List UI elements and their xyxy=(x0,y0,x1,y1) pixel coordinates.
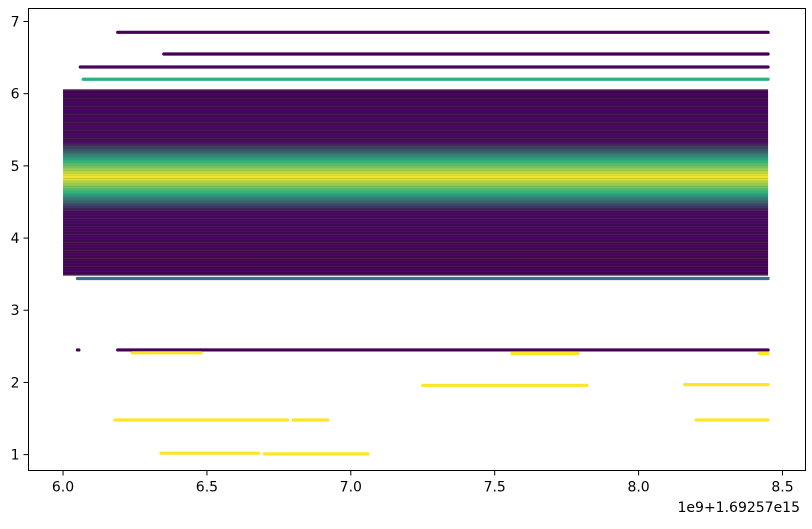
x-tick-label: 6.5 xyxy=(196,480,218,496)
y-tick-label: 6 xyxy=(11,87,20,103)
x-tick-label: 6.0 xyxy=(52,480,74,496)
y-tick-label: 3 xyxy=(11,303,20,319)
y-tick-label: 7 xyxy=(11,14,20,30)
x-offset-label: 1e9+1.69257e15 xyxy=(678,500,800,516)
x-tick-label: 8.0 xyxy=(627,480,649,496)
x-tick-label: 8.5 xyxy=(771,480,793,496)
x-tick-label: 7.5 xyxy=(484,480,506,496)
density-band xyxy=(63,89,769,276)
data-band xyxy=(63,89,769,276)
y-tick-label: 1 xyxy=(11,448,20,464)
y-axis: 1 2 3 4 5 6 7 xyxy=(11,14,29,464)
data-segments xyxy=(75,30,770,456)
y-tick-label: 4 xyxy=(11,231,20,247)
y-tick-label: 5 xyxy=(11,159,20,175)
plot-frame xyxy=(28,8,806,471)
y-tick-label: 2 xyxy=(11,375,20,391)
x-axis: 6.0 6.5 7.0 7.5 8.0 8.5 xyxy=(52,470,794,496)
x-tick-label: 7.0 xyxy=(340,480,362,496)
